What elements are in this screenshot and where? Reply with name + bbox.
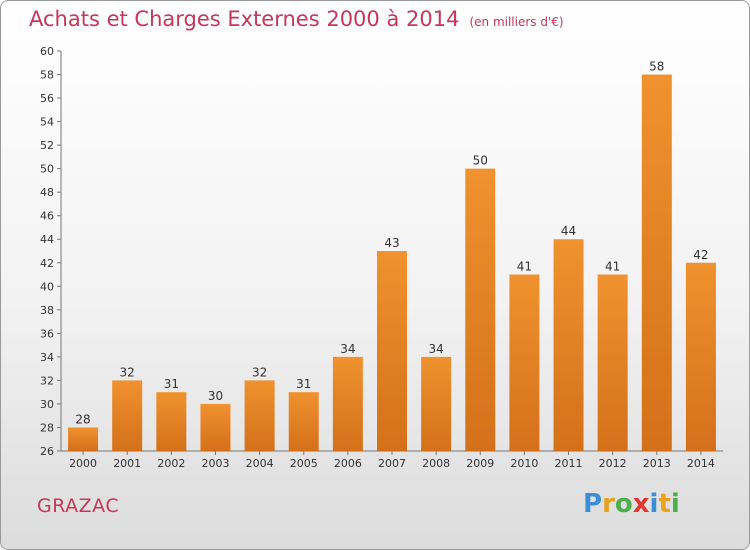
- x-tick-label: 2003: [201, 457, 229, 470]
- bar-value-label: 58: [649, 60, 664, 74]
- bar-value-label: 44: [561, 224, 576, 238]
- bar-value-label: 30: [208, 389, 223, 403]
- bar: [553, 239, 584, 451]
- y-tick-label: 34: [40, 351, 54, 364]
- y-tick-label: 48: [40, 186, 54, 199]
- y-tick-label: 36: [40, 327, 54, 340]
- chart-title: Achats et Charges Externes 2000 à 2014 (e…: [29, 7, 564, 31]
- y-tick-label: 46: [40, 210, 54, 223]
- x-tick-label: 2013: [643, 457, 671, 470]
- commune-name: GRAZAC: [37, 495, 120, 517]
- x-tick-label: 2006: [334, 457, 362, 470]
- y-tick-label: 26: [40, 445, 54, 458]
- x-tick-label: 2002: [157, 457, 185, 470]
- y-tick-label: 30: [40, 398, 54, 411]
- logo-letter: o: [614, 489, 633, 519]
- bar: [377, 251, 407, 451]
- logo-letter: P: [583, 489, 603, 519]
- logo-letter: x: [632, 489, 650, 519]
- x-tick-label: 2010: [510, 457, 538, 470]
- chart-subtitle: (en milliers d'€): [469, 15, 564, 29]
- y-tick-label: 32: [40, 374, 54, 387]
- bar-value-label: 34: [340, 342, 355, 356]
- bar: [68, 427, 99, 451]
- bar-value-label: 31: [164, 377, 179, 391]
- bar: [200, 403, 231, 451]
- x-tick-label: 2008: [422, 457, 450, 470]
- bar-value-label: 32: [120, 365, 135, 379]
- x-tick-label: 2007: [378, 457, 406, 470]
- bar-value-label: 42: [693, 248, 708, 262]
- y-tick-label: 60: [40, 45, 54, 58]
- y-tick-label: 56: [40, 92, 54, 105]
- bar: [685, 262, 716, 451]
- bar: [641, 74, 672, 451]
- bar: [332, 356, 363, 451]
- bar-value-label: 28: [75, 412, 90, 426]
- bar-value-label: 41: [605, 260, 620, 274]
- y-tick-label: 54: [40, 116, 54, 129]
- x-tick-label: 2005: [290, 457, 318, 470]
- bar-value-label: 32: [252, 365, 267, 379]
- bar-value-label: 41: [517, 260, 532, 274]
- x-tick-label: 2000: [69, 457, 97, 470]
- y-tick-label: 50: [40, 163, 54, 176]
- x-tick-label: 2001: [113, 457, 141, 470]
- y-tick-label: 38: [40, 304, 54, 317]
- y-tick-label: 40: [40, 280, 54, 293]
- bar: [244, 380, 275, 451]
- bar: [421, 356, 452, 451]
- bar: [112, 380, 143, 451]
- bar: [288, 392, 319, 451]
- proxiti-logo: Proxiti: [583, 489, 680, 519]
- bar: [465, 168, 496, 451]
- logo-letter: t: [658, 489, 671, 519]
- bar: [156, 392, 187, 451]
- bar-value-label: 43: [384, 236, 399, 250]
- x-tick-label: 2011: [555, 457, 583, 470]
- logo-letter: r: [602, 489, 615, 519]
- bar-value-label: 50: [473, 154, 488, 168]
- logo-letter: i: [670, 489, 680, 519]
- x-tick-label: 2014: [687, 457, 715, 470]
- y-tick-label: 42: [40, 257, 54, 270]
- y-tick-label: 28: [40, 421, 54, 434]
- bar: [509, 274, 540, 451]
- bar-value-label: 31: [296, 377, 311, 391]
- bar-value-label: 34: [428, 342, 443, 356]
- logo-letter: i: [649, 489, 659, 519]
- bar: [597, 274, 628, 451]
- y-tick-label: 44: [40, 233, 54, 246]
- chart-title-text: Achats et Charges Externes 2000 à 2014: [29, 7, 460, 31]
- y-tick-label: 58: [40, 69, 54, 82]
- x-tick-label: 2004: [246, 457, 274, 470]
- x-tick-label: 2009: [466, 457, 494, 470]
- y-tick-label: 52: [40, 139, 54, 152]
- x-tick-label: 2012: [599, 457, 627, 470]
